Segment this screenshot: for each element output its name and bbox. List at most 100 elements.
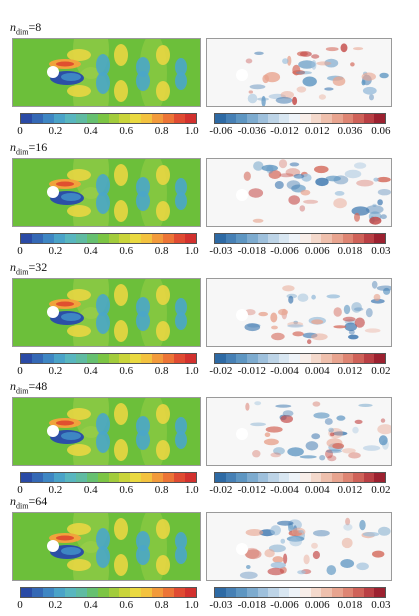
difference-blob bbox=[342, 448, 356, 454]
difference-colorbar-ticks: -0.03 -0.018 -0.006 0.006 0.018 0.03 bbox=[209, 599, 390, 612]
difference-blob bbox=[311, 333, 328, 341]
difference-blob bbox=[300, 189, 311, 196]
vortex-region bbox=[67, 559, 91, 571]
tick-label: 0.8 bbox=[154, 484, 169, 496]
colorbar-swatch bbox=[236, 588, 247, 597]
difference-blob bbox=[351, 302, 362, 313]
difference-blob bbox=[345, 517, 351, 526]
colorbar-swatch bbox=[225, 114, 237, 123]
difference-blob bbox=[354, 212, 360, 222]
mean-colorbar-ticks: 0 0.2 0.4 0.6 0.8 1.0 bbox=[17, 125, 198, 138]
colorbar-swatch bbox=[31, 473, 43, 482]
colorbar-swatch bbox=[246, 473, 258, 482]
difference-blob bbox=[292, 96, 298, 106]
difference-blob bbox=[287, 447, 304, 457]
vortex-region bbox=[156, 201, 170, 221]
row-label: ndim=32 bbox=[10, 260, 48, 277]
colorbar-swatch bbox=[342, 114, 354, 123]
vortex-region bbox=[67, 408, 91, 420]
colorbar-swatch bbox=[163, 588, 175, 597]
cylinder-obstacle bbox=[236, 428, 248, 440]
vortex-region bbox=[175, 298, 187, 316]
mean-colorbar-ticks: 0 0.2 0.4 0.6 0.8 1.0 bbox=[17, 599, 199, 612]
difference-blob bbox=[288, 195, 300, 205]
vortex-region bbox=[175, 312, 187, 330]
tick-label: 0.2 bbox=[48, 125, 63, 137]
difference-blob bbox=[362, 532, 380, 537]
tick-label: 1.0 bbox=[184, 484, 199, 496]
difference-field-panel bbox=[206, 38, 392, 107]
colorbar-swatch bbox=[108, 588, 120, 597]
difference-blob bbox=[248, 90, 253, 94]
difference-colorbar-ticks: -0.02 -0.012 -0.004 0.004 0.012 0.02 bbox=[209, 484, 390, 497]
difference-blob bbox=[311, 319, 324, 325]
colorbar-swatch bbox=[64, 234, 76, 243]
vortex-region bbox=[96, 431, 110, 453]
tick-label: 0.2 bbox=[48, 484, 63, 496]
mean-field-panel bbox=[12, 38, 201, 107]
difference-blob bbox=[372, 550, 385, 558]
difference-blob bbox=[324, 87, 334, 91]
difference-blob bbox=[334, 191, 345, 196]
colorbar-swatch bbox=[108, 473, 120, 482]
difference-blob bbox=[297, 570, 306, 575]
difference-blob bbox=[336, 415, 346, 421]
colorbar-swatch bbox=[31, 354, 43, 363]
difference-blob bbox=[383, 287, 391, 295]
difference-blob bbox=[279, 173, 294, 178]
vortex-region bbox=[96, 72, 110, 94]
difference-blob bbox=[293, 320, 298, 325]
difference-blob bbox=[289, 162, 300, 167]
difference-blob bbox=[370, 298, 385, 304]
difference-blob bbox=[245, 529, 264, 536]
tick-label: 1.0 bbox=[184, 599, 199, 611]
difference-blob bbox=[293, 173, 305, 179]
vortex-region bbox=[136, 430, 150, 450]
difference-blob bbox=[352, 426, 359, 434]
colorbar-swatch bbox=[374, 354, 385, 363]
colorbar-swatch bbox=[163, 114, 175, 123]
colorbar-swatch bbox=[374, 114, 385, 123]
tick-label: 0 bbox=[17, 599, 23, 611]
colorbar-swatch bbox=[331, 354, 343, 363]
colorbar-swatch bbox=[321, 234, 332, 243]
colorbar-swatch bbox=[278, 114, 290, 123]
difference-field-panel bbox=[206, 512, 392, 581]
colorbar-swatch bbox=[215, 473, 226, 482]
vortex-region bbox=[156, 404, 170, 424]
colorbar-swatch bbox=[163, 234, 175, 243]
difference-blob bbox=[270, 452, 281, 458]
tick-label: -0.02 bbox=[209, 365, 233, 377]
colorbar-swatch bbox=[53, 588, 65, 597]
colorbar-swatch bbox=[257, 234, 269, 243]
difference-blob bbox=[292, 64, 301, 76]
shear-layer bbox=[56, 420, 74, 426]
recirculation-zone bbox=[61, 313, 81, 321]
colorbar-swatch bbox=[130, 354, 142, 363]
difference-blob bbox=[245, 402, 250, 411]
difference-blob bbox=[371, 280, 378, 289]
colorbar-swatch bbox=[236, 114, 247, 123]
tick-label: -0.03 bbox=[209, 245, 233, 257]
difference-blob bbox=[266, 165, 274, 174]
difference-blob bbox=[302, 76, 317, 87]
colorbar-swatch bbox=[97, 114, 109, 123]
difference-blob bbox=[311, 60, 317, 70]
colorbar-swatch bbox=[342, 473, 354, 482]
difference-blob bbox=[299, 205, 306, 212]
difference-blob bbox=[299, 455, 317, 459]
colorbar-swatch bbox=[225, 588, 237, 597]
colorbar-swatch bbox=[108, 354, 120, 363]
colorbar-swatch bbox=[75, 234, 87, 243]
difference-blob bbox=[257, 97, 269, 101]
colorbar-swatch bbox=[278, 588, 290, 597]
vortex-region bbox=[156, 519, 170, 539]
colorbar-swatch bbox=[174, 354, 186, 363]
vortex-region bbox=[136, 531, 150, 551]
colorbar-swatch bbox=[152, 354, 164, 363]
difference-blob bbox=[348, 452, 361, 459]
colorbar-swatch bbox=[108, 114, 120, 123]
difference-blob bbox=[350, 62, 355, 67]
shear-layer bbox=[56, 535, 74, 541]
vortex-region bbox=[136, 57, 150, 77]
